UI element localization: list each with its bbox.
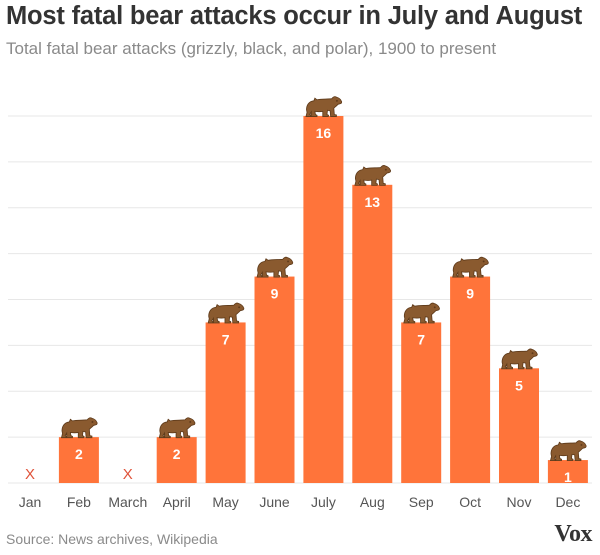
x-axis-ticks: Jan Feb March April May June July Aug Sep Oct Nov D… [19, 494, 581, 510]
value-label-aug: 13 [365, 194, 381, 210]
chart-subtitle: Total fatal bear attacks (grizzly, black… [6, 39, 497, 58]
value-label-july: 16 [316, 125, 332, 141]
bear-icon-body [207, 302, 245, 324]
bear-icon-eye [482, 260, 485, 263]
value-label-nov: 5 [515, 377, 523, 393]
chart-title: Most fatal bear attacks occur in July an… [6, 2, 583, 30]
source-note: Source: News archives, Wikipedia [6, 531, 218, 547]
data-labels: X 2 X 2 7 9 16 13 7 9 5 1 [25, 125, 572, 485]
tick-label-may: May [212, 494, 238, 510]
bear-icon-body [158, 417, 196, 439]
bar-july [303, 116, 344, 483]
bear-icon-body [452, 256, 489, 278]
tick-label-jan: Jan [19, 494, 42, 510]
bear-icon [549, 440, 587, 462]
bear-icon-eye [189, 421, 192, 423]
bear-icon-eye [336, 99, 338, 102]
value-label-sep: 7 [417, 331, 425, 347]
value-label-june: 9 [271, 286, 279, 302]
value-label-feb: 2 [75, 446, 83, 462]
tick-label-march: March [108, 494, 147, 510]
bear-icon-body [256, 256, 294, 278]
bar-april [156, 437, 197, 483]
bear-icon [60, 417, 98, 439]
bar-june [254, 276, 295, 483]
bear-icon-eye [531, 352, 534, 355]
tick-label-aug: Aug [360, 494, 385, 510]
zero-marker-jan: X [25, 466, 35, 483]
bear-icon-eye [238, 306, 241, 309]
tick-label-april: April [163, 494, 191, 510]
bear-icon-eye [91, 421, 94, 423]
bar-aug [352, 184, 393, 483]
bar-sep [401, 322, 442, 483]
bear-icon-eye [384, 168, 387, 171]
bear-icon-body [549, 440, 587, 462]
tick-label-feb: Feb [67, 494, 91, 510]
tick-label-june: June [259, 494, 290, 510]
bear-icons [60, 96, 587, 462]
value-label-april: 2 [173, 446, 181, 462]
bear-icon [501, 348, 538, 370]
tick-label-sep: Sep [409, 494, 434, 510]
tick-label-dec: Dec [555, 494, 580, 510]
bear-icon [452, 256, 489, 278]
bear-icon [354, 165, 392, 186]
bear-icon-body [305, 96, 343, 117]
bar-dec [547, 460, 588, 483]
bars [58, 116, 588, 483]
bar-feb [58, 437, 99, 483]
zero-marker-march: X [123, 466, 133, 483]
bear-icon [207, 302, 245, 324]
tick-label-oct: Oct [459, 494, 481, 510]
bar-nov [499, 368, 539, 483]
bear-icon-body [403, 302, 440, 324]
gridlines [8, 115, 592, 484]
bear-icon-body [501, 348, 538, 370]
bear-icon [403, 302, 440, 324]
tick-label-july: July [311, 494, 336, 510]
vox-logo: Vox [554, 521, 592, 547]
bar-oct [450, 276, 491, 483]
bear-icon-body [60, 417, 98, 439]
bar-may [205, 322, 246, 483]
bear-icon-eye [433, 306, 436, 309]
value-label-oct: 9 [466, 286, 474, 302]
bear-icon-body [354, 165, 392, 186]
bar-chart: X 2 X 2 7 9 16 13 7 9 5 1 Jan Feb March April May June Ju… [8, 96, 592, 510]
value-label-dec: 1 [564, 469, 572, 485]
bear-icon [305, 96, 343, 117]
bear-icon [158, 417, 196, 439]
bear-icon-eye [287, 260, 289, 263]
value-label-may: 7 [222, 331, 230, 347]
tick-label-nov: Nov [507, 494, 532, 510]
bear-icon-eye [580, 443, 583, 446]
bear-icon [256, 256, 294, 278]
